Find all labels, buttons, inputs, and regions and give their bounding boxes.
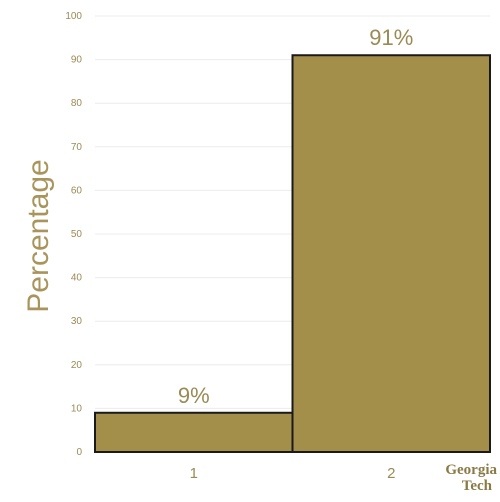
data-labels: 9% 91% (178, 25, 413, 408)
georgia-tech-logo: Georgia Tech (445, 462, 497, 494)
y-tick-label: 100 (65, 11, 82, 22)
y-tick-label: 80 (71, 98, 83, 109)
y-tick-label: 30 (71, 316, 83, 327)
bars (94, 54, 491, 454)
x-tick-label: 1 (190, 465, 198, 482)
y-axis-label: Percentage (22, 159, 55, 312)
y-tick-label: 90 (71, 55, 83, 66)
y-tick-label: 10 (71, 403, 83, 414)
y-tick-label: 50 (71, 229, 83, 240)
logo-line-1: Georgia (445, 462, 497, 478)
y-tick-label: 40 (71, 273, 83, 284)
y-tick-label: 70 (71, 142, 83, 153)
x-tick-label: 2 (387, 465, 395, 482)
y-axis-ticks: 0 10 20 30 40 50 60 70 80 90 100 (65, 11, 82, 458)
data-label: 91% (369, 25, 413, 50)
bar (291, 54, 491, 454)
y-tick-label: 0 (76, 447, 82, 458)
logo-line-2: Tech (462, 478, 493, 494)
bar (94, 411, 294, 454)
y-tick-label: 60 (71, 185, 83, 196)
data-label: 9% (178, 383, 210, 408)
y-tick-label: 20 (71, 360, 83, 371)
